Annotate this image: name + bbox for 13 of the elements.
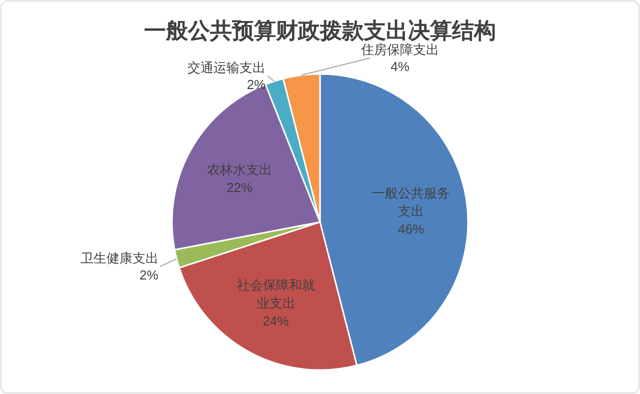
slice-label: 农林水支出: [207, 162, 272, 177]
slice-label: 卫生健康支出: [80, 250, 158, 266]
chart-title: 一般公共预算财政拨款支出决算结构: [144, 18, 496, 43]
data-label: 2%: [246, 77, 266, 92]
slice-label: 社会保障和就业支出: [236, 277, 315, 310]
data-label: 46%: [398, 222, 424, 236]
slice-label: 交通运输支出: [188, 60, 266, 75]
slice-label: 住房保障支出: [360, 42, 439, 57]
data-label: 22%: [226, 180, 254, 195]
data-label: 24%: [262, 313, 290, 328]
data-label: 2%: [140, 267, 159, 282]
data-label: 4%: [390, 59, 410, 74]
slice-label: 一般公共服务支出: [372, 186, 450, 218]
